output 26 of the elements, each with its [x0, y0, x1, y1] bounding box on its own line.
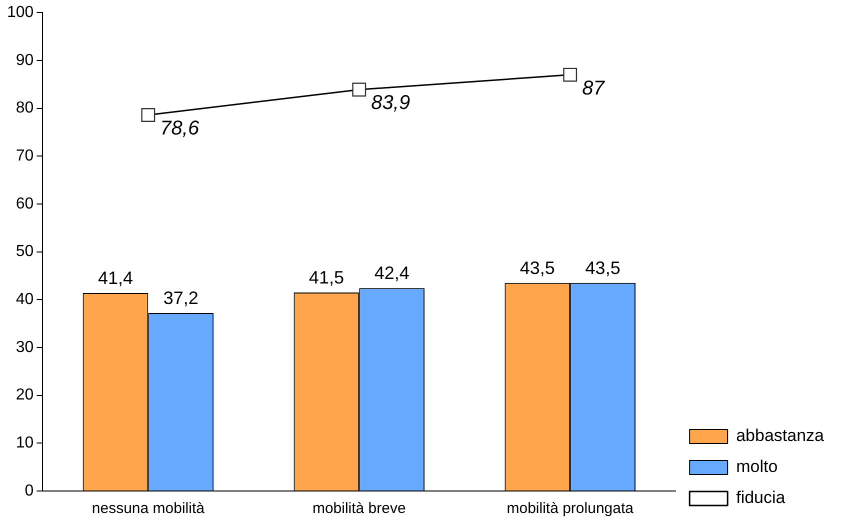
data-label: 42,4: [374, 263, 410, 284]
data-label: 41,5: [308, 267, 344, 288]
y-tick-label: 90: [16, 52, 34, 69]
data-label: 43,5: [520, 258, 555, 278]
y-tick-label: 80: [16, 100, 34, 117]
y-tick-label: 100: [6, 4, 34, 22]
data-label: 78,6: [160, 118, 200, 140]
y-tick-label: 10: [16, 434, 34, 452]
y-tick-label: 0: [24, 482, 34, 500]
y-tick-label: 50: [16, 243, 34, 260]
legend-label: fiducia: [736, 488, 786, 508]
x-tick-label: mobilità breve: [312, 500, 406, 518]
y-tick-label: 20: [16, 386, 34, 404]
y-tick-label: 60: [16, 195, 34, 212]
x-tick-label: nessuna mobilità: [92, 500, 206, 518]
legend-label: abbastanza: [736, 426, 825, 446]
data-label: 41,4: [98, 268, 133, 288]
data-label: 43,5: [585, 258, 620, 278]
data-label: 37,2: [163, 288, 198, 308]
legend-label: molto: [736, 457, 778, 476]
y-tick-label: 40: [16, 291, 34, 308]
y-tick-label: 30: [16, 338, 34, 356]
x-tick-label: mobilità prolungata: [506, 500, 634, 518]
data-label: 83,9: [371, 92, 410, 114]
data-label: 87: [582, 77, 606, 100]
y-tick-label: 70: [16, 148, 34, 165]
